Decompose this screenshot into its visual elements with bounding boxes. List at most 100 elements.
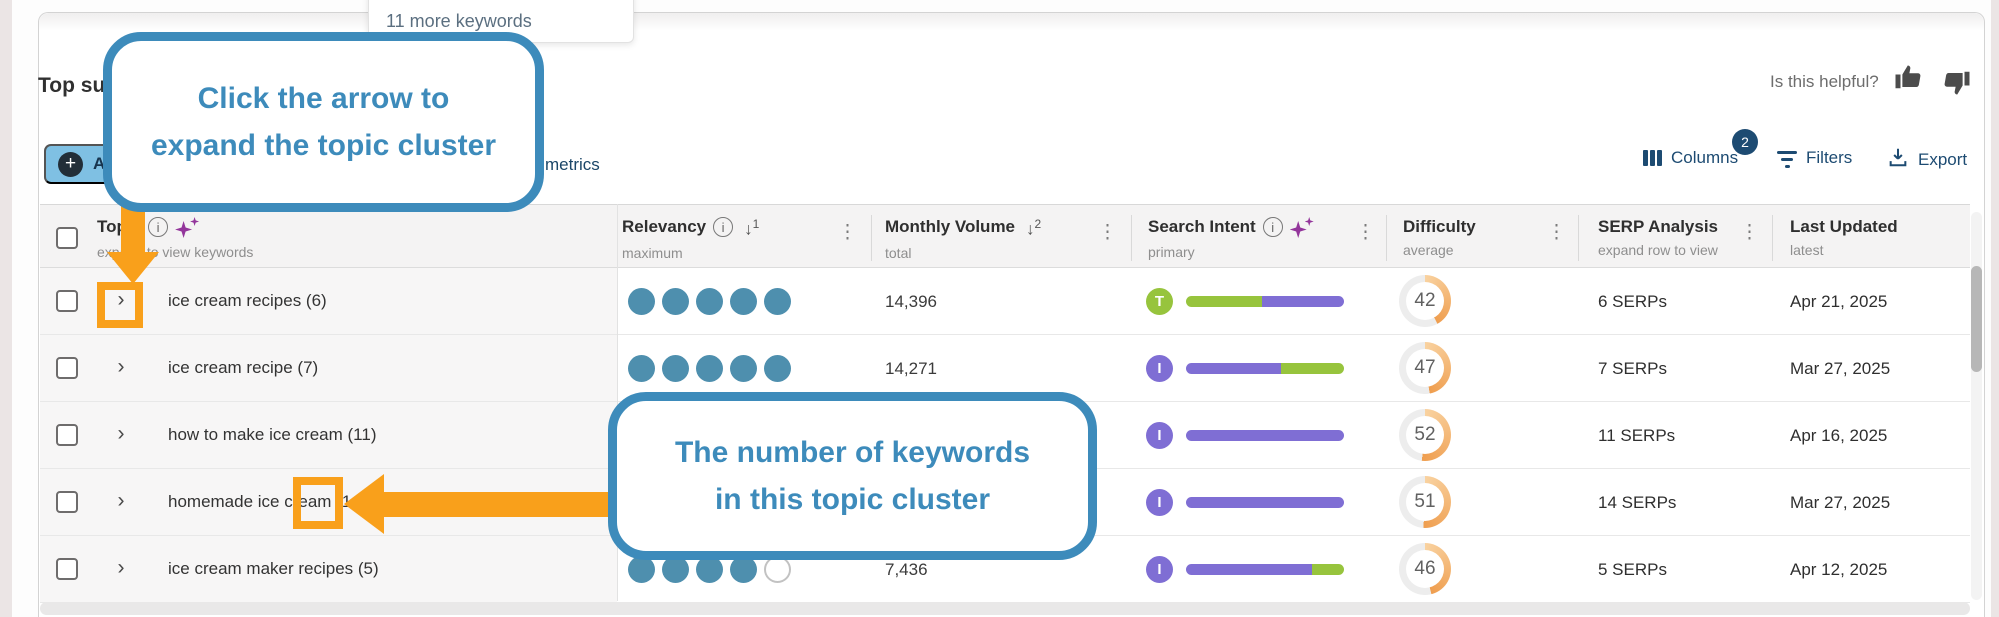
relevancy-dot-filled bbox=[696, 556, 723, 583]
page-left-margin bbox=[0, 0, 12, 617]
relevancy-dot-filled bbox=[628, 556, 655, 583]
column-header-difficulty: Difficulty average bbox=[1403, 217, 1476, 258]
callout-text-line: Click the arrow to bbox=[197, 82, 450, 115]
monthly-volume-column-menu-icon[interactable]: ⋮ bbox=[1098, 222, 1117, 243]
serp-count: 6 SERPs bbox=[1598, 292, 1667, 311]
column-divider bbox=[1772, 215, 1773, 261]
intent-bar-segment-purple bbox=[1186, 564, 1313, 575]
more-keywords-tooltip-text: 11 more keywords bbox=[386, 11, 532, 31]
relevancy-column-title: Relevancy bbox=[622, 217, 707, 236]
search-intent-column-menu-icon[interactable]: ⋮ bbox=[1356, 222, 1375, 243]
expand-row-chevron-icon[interactable]: › bbox=[117, 489, 125, 512]
columns-icon bbox=[1643, 150, 1662, 166]
intent-bar-segment-purple bbox=[1186, 363, 1281, 374]
annotation-callout-expand-cluster: Click the arrow to expand the topic clus… bbox=[103, 32, 544, 212]
topic-cell-background bbox=[40, 536, 617, 602]
row-checkbox[interactable] bbox=[56, 290, 78, 312]
table-row: › ice cream maker recipes (5) 7,436 I 46… bbox=[40, 536, 1970, 603]
expand-row-chevron-icon[interactable]: › bbox=[117, 288, 125, 311]
row-checkbox[interactable] bbox=[56, 424, 78, 446]
relevancy-dots bbox=[628, 288, 791, 315]
last-updated-date: Apr 16, 2025 bbox=[1790, 426, 1888, 445]
topic-cell-background bbox=[40, 402, 617, 468]
ai-sparkles-icon bbox=[175, 217, 201, 239]
vertical-scrollbar-thumb[interactable] bbox=[1971, 266, 1982, 372]
expand-row-chevron-icon[interactable]: › bbox=[117, 556, 125, 579]
panel-top-shade bbox=[39, 13, 1984, 31]
intent-bar-segment-green bbox=[1280, 363, 1344, 374]
row-checkbox[interactable] bbox=[56, 558, 78, 580]
serp-analysis-column-subtitle: expand row to view bbox=[1598, 242, 1718, 258]
advanced-metrics-toggle-label[interactable]: metrics bbox=[545, 155, 600, 174]
thumbs-down-icon[interactable] bbox=[1942, 68, 1972, 98]
column-header-last-updated: Last Updated latest bbox=[1790, 217, 1898, 258]
relevancy-dot-filled bbox=[730, 556, 757, 583]
difficulty-gauge: 42 bbox=[1399, 275, 1451, 327]
table-row: › how to make ice cream (11) I 52 11 SER… bbox=[40, 402, 1970, 469]
callout-text-line: expand the topic cluster bbox=[150, 129, 497, 162]
search-intent-bar bbox=[1186, 363, 1344, 374]
annotation-arrow-down-head bbox=[107, 252, 159, 284]
last-updated-date: Apr 12, 2025 bbox=[1790, 560, 1888, 579]
relevancy-dot-filled bbox=[696, 288, 723, 315]
search-intent-column-title: Search Intent bbox=[1148, 217, 1256, 236]
topic-cluster-label: how to make ice cream (11) bbox=[168, 425, 377, 444]
last-updated-column-title: Last Updated bbox=[1790, 217, 1898, 236]
pinned-column-divider bbox=[617, 204, 618, 601]
serp-analysis-column-menu-icon[interactable]: ⋮ bbox=[1740, 222, 1759, 243]
horizontal-scrollbar[interactable] bbox=[40, 602, 1970, 615]
expand-row-chevron-icon[interactable]: › bbox=[117, 422, 125, 445]
serp-count: 11 SERPs bbox=[1598, 426, 1676, 445]
panel-heading: Top su bbox=[38, 74, 106, 97]
last-updated-column-subtitle: latest bbox=[1790, 242, 1824, 258]
relevancy-dot-filled bbox=[662, 556, 689, 583]
annotation-highlight-expand-arrow bbox=[97, 282, 143, 328]
intent-bar-segment-green bbox=[1186, 296, 1262, 307]
column-header-relevancy: Relevancy i ↓1 maximum bbox=[622, 217, 759, 261]
export-button-label: Export bbox=[1918, 149, 1968, 169]
last-updated-date: Apr 21, 2025 bbox=[1790, 292, 1888, 311]
monthly-volume-value: 7,436 bbox=[885, 560, 928, 579]
callout-text-line: The number of keywords bbox=[674, 436, 1031, 469]
filters-button[interactable]: Filters bbox=[1777, 148, 1852, 168]
column-header-search-intent: Search Intent i primary bbox=[1148, 217, 1316, 260]
export-button[interactable]: Export bbox=[1887, 146, 1967, 173]
monthly-volume-value: 14,271 bbox=[885, 359, 937, 378]
difficulty-value: 52 bbox=[1406, 416, 1444, 454]
difficulty-gauge: 51 bbox=[1399, 476, 1451, 528]
serp-count: 5 SERPs bbox=[1598, 560, 1667, 579]
annotation-arrow-left-head bbox=[344, 474, 384, 534]
columns-button[interactable]: Columns bbox=[1643, 148, 1738, 168]
last-updated-date: Mar 27, 2025 bbox=[1790, 359, 1891, 378]
difficulty-column-menu-icon[interactable]: ⋮ bbox=[1547, 222, 1566, 243]
difficulty-value: 46 bbox=[1406, 550, 1444, 588]
relevancy-dot-empty bbox=[764, 556, 791, 583]
relevancy-column-menu-icon[interactable]: ⋮ bbox=[838, 222, 857, 243]
annotation-arrow-left-shaft bbox=[384, 492, 614, 517]
relevancy-dot-filled bbox=[696, 355, 723, 382]
expand-row-chevron-icon[interactable]: › bbox=[117, 355, 125, 378]
thumbs-up-icon[interactable] bbox=[1893, 62, 1923, 92]
row-checkbox[interactable] bbox=[56, 491, 78, 513]
topic-info-icon[interactable]: i bbox=[148, 217, 169, 237]
select-all-checkbox[interactable] bbox=[56, 227, 78, 249]
search-intent-badge: T bbox=[1146, 288, 1173, 315]
relevancy-sort-indicator[interactable]: ↓1 bbox=[744, 217, 760, 239]
relevancy-info-icon[interactable]: i bbox=[713, 217, 734, 237]
topic-cell-background bbox=[40, 335, 617, 401]
column-header-monthly-volume: Monthly Volume ↓2 total bbox=[885, 217, 1041, 261]
topic-cluster-label: ice cream maker recipes (5) bbox=[168, 559, 379, 578]
relevancy-dots bbox=[628, 556, 791, 583]
vertical-scrollbar-track bbox=[1971, 212, 1982, 600]
row-checkbox[interactable] bbox=[56, 357, 78, 379]
relevancy-dot-filled bbox=[628, 355, 655, 382]
column-divider bbox=[1578, 215, 1579, 261]
intent-bar-segment-green bbox=[1312, 564, 1344, 575]
monthly-volume-sort-indicator[interactable]: ↓2 bbox=[1026, 217, 1042, 239]
monthly-volume-column-title: Monthly Volume bbox=[885, 217, 1016, 236]
table-row: › ice cream recipe (7) 14,271 I 47 7 SER… bbox=[40, 335, 1970, 402]
intent-bar-segment-purple bbox=[1186, 430, 1344, 441]
search-intent-info-icon[interactable]: i bbox=[1262, 217, 1283, 237]
search-intent-badge: I bbox=[1146, 422, 1173, 449]
